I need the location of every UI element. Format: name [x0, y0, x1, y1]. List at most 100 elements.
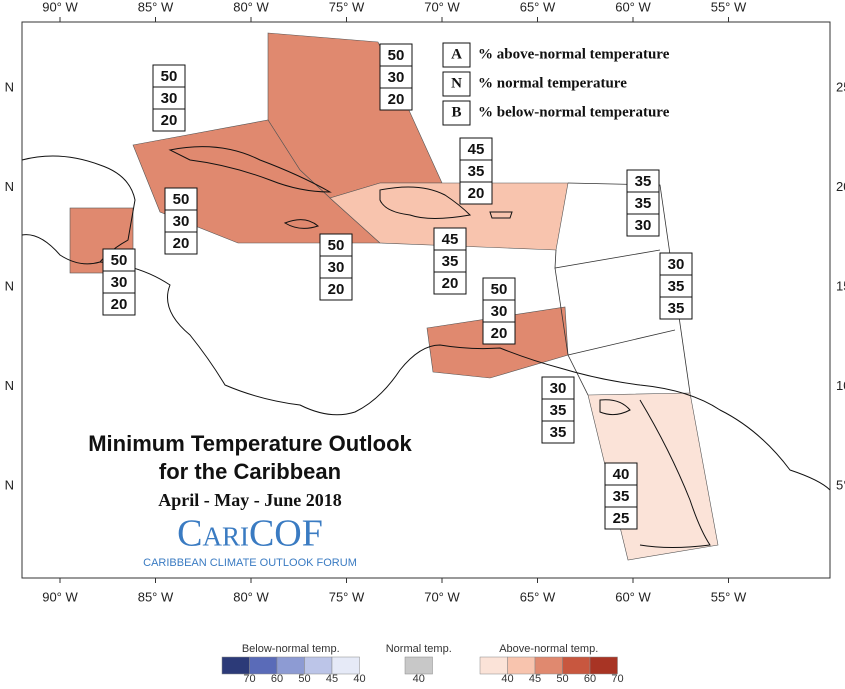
probability-value: 20	[388, 91, 405, 108]
key-letter: B	[451, 104, 461, 120]
legend-key: A % above-normal temperature N % normal tem…	[442, 42, 670, 126]
bottom-lon-label: 85° W	[138, 589, 174, 604]
color-scale: Below-normal temp. 70 60 50 45 40 Normal temp.…	[221, 643, 624, 685]
top-lon-label: 70° W	[424, 0, 460, 14]
scale-swatch	[304, 656, 333, 675]
top-lon-label: 55° W	[711, 0, 747, 14]
region-outline	[567, 182, 691, 394]
probability-value: 35	[635, 195, 652, 212]
probability-value: 35	[668, 278, 685, 295]
scale-tick: 50	[298, 673, 310, 684]
probability-value: 30	[328, 259, 345, 276]
coastline-jamaica	[283, 219, 320, 229]
coastline-mexico	[21, 155, 136, 265]
probability-value: 35	[442, 253, 459, 270]
key-letter: A	[451, 46, 462, 62]
probability-value: 50	[388, 47, 405, 64]
probability-value: 20	[111, 296, 128, 313]
scale-swatch	[221, 656, 250, 675]
scale-tick: 45	[326, 673, 338, 684]
key-text: % normal temperature	[478, 75, 627, 91]
region-hispaniola	[329, 182, 569, 251]
bottom-lon-label: 65° W	[520, 589, 556, 604]
probability-value: 50	[328, 237, 345, 254]
probability-value: 30	[161, 90, 178, 107]
probability-cell	[164, 231, 198, 255]
probability-value: 30	[173, 213, 190, 230]
scale-tick: 60	[271, 673, 283, 684]
title-line-1: Minimum Temperature Outlook	[88, 431, 412, 456]
bottom-lon-label: 90° W	[42, 589, 78, 604]
probability-cell	[659, 296, 693, 320]
coastline-trinidad	[599, 399, 631, 416]
scale-swatch	[562, 656, 591, 675]
scale-swatch	[479, 656, 508, 675]
key-letter: N	[451, 75, 462, 91]
scale-tick: 40	[413, 673, 425, 684]
logo-name: CariCOF	[177, 513, 323, 555]
probability-value: 35	[613, 488, 630, 505]
probability-cell	[152, 108, 186, 132]
top-lon-label: 85° W	[138, 0, 174, 14]
probability-value: 30	[635, 217, 652, 234]
axis-labels: 90° W 85° W 80° W 75° W 70° W 65° W 60° W 55° W…	[5, 0, 845, 604]
probability-value: 20	[491, 325, 508, 342]
scale-swatch	[249, 656, 278, 675]
scale-tick: 70	[243, 673, 255, 684]
left-lat-label: N	[5, 79, 14, 94]
bottom-lon-label: 75° W	[329, 589, 365, 604]
key-box	[442, 42, 471, 68]
probability-value: 20	[442, 275, 459, 292]
scale-tick: 60	[584, 673, 596, 684]
probability-value: 40	[613, 466, 630, 483]
coastline-cuba	[168, 146, 332, 193]
probability-cell	[541, 420, 575, 444]
scale-swatch	[589, 656, 618, 675]
probability-value: 50	[491, 281, 508, 298]
coastline-hispaniola	[379, 186, 472, 219]
right-lat-label: 15	[836, 278, 845, 293]
left-lat-label: N	[5, 477, 14, 492]
top-lon-label: 75° W	[329, 0, 365, 14]
key-box	[442, 71, 471, 97]
key-text: % below-normal temperature	[478, 104, 670, 120]
probability-value: 35	[550, 402, 567, 419]
coastline-puerto-rico	[489, 211, 513, 219]
top-lon-label: 90° W	[42, 0, 78, 14]
probability-cell	[319, 277, 353, 301]
probability-value: 25	[613, 510, 630, 527]
probability-value: 45	[442, 231, 459, 248]
probability-value: 50	[173, 191, 190, 208]
coastline-central-south-america	[99, 261, 831, 491]
probability-cell	[379, 87, 413, 111]
scale-tick: 40	[353, 673, 365, 684]
probability-value: 20	[328, 281, 345, 298]
right-lat-label: 20	[836, 179, 845, 194]
left-lat-label: N	[5, 278, 14, 293]
probability-value: 20	[161, 112, 178, 129]
region-outline	[567, 354, 589, 396]
scale-tick: 40	[501, 673, 513, 684]
probability-cell	[626, 213, 660, 237]
probability-value: 35	[635, 173, 652, 190]
right-lat-label: 25	[836, 79, 845, 94]
probability-value: 45	[468, 141, 485, 158]
scale-swatch	[404, 656, 433, 675]
probability-value: 20	[468, 185, 485, 202]
probability-value: 30	[388, 69, 405, 86]
probability-cell	[604, 506, 638, 530]
probability-value: 50	[111, 252, 128, 269]
probability-value: 30	[491, 303, 508, 320]
scale-tick: 50	[556, 673, 568, 684]
scale-label: Normal temp.	[386, 643, 452, 655]
probability-cell	[433, 271, 467, 295]
logo-tagline: CARIBBEAN CLIMATE OUTLOOK FORUM	[143, 557, 357, 569]
probability-value: 30	[550, 380, 567, 397]
coastline-guianas	[639, 399, 711, 548]
top-lon-label: 60° W	[615, 0, 651, 14]
right-lat-label: 5°	[836, 477, 845, 492]
scale-swatch	[331, 656, 360, 675]
probability-cell	[102, 292, 136, 316]
top-lon-label: 65° W	[520, 0, 556, 14]
